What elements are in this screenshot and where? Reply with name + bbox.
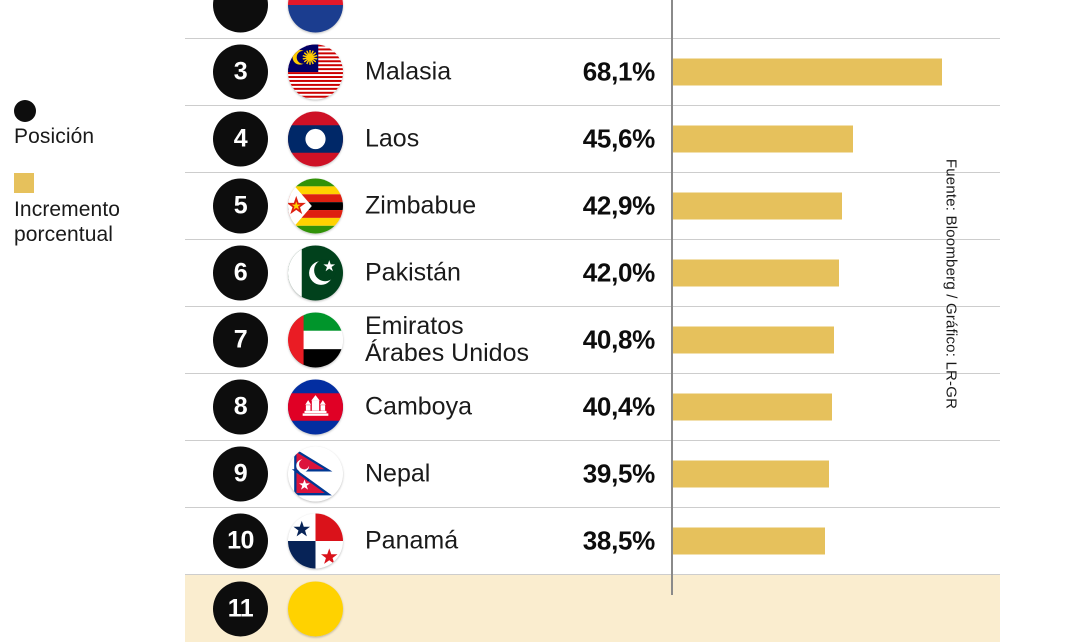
percentage-value: 45,6% [582,123,656,154]
bar-cell [672,374,1000,440]
position-badge: 4 [213,111,268,167]
bar-cell [672,240,1000,306]
flag-panama-icon [288,513,343,569]
table-row[interactable]: 11 [185,575,1000,642]
increment-bar [672,326,834,354]
legend-label-increment: Incremento porcentual [14,198,121,246]
position-badge: 7 [213,312,268,368]
flag-pakistan-icon [288,245,343,301]
legend-label-position: Posición [14,125,95,148]
percentage-value: 68,1% [582,56,656,87]
source-note: Fuente: Bloomberg / Gráfico: LR-GR [942,158,960,409]
bar-cell [672,0,1000,38]
increment-bar [672,125,854,153]
percentage-value: 39,5% [582,458,656,489]
legend-item-increment: Incremento porcentual [14,173,189,247]
flag-malaysia-icon [288,44,343,100]
bar-cell [672,441,1000,507]
legend-item-position: Posición [14,100,189,149]
increment-bar [672,527,825,555]
country-name: Zimbabue [365,191,477,220]
country-name: Pakistán [365,258,461,287]
bar-cell [672,106,1000,172]
position-badge: 11 [213,581,268,636]
table-row[interactable]: 8 Camboya 40,4% [185,374,1000,441]
flag-nepal-icon [288,446,343,502]
table-row[interactable]: 4 Laos 45,6% [185,106,1000,173]
table-row[interactable]: 6 Pakistán 42,0% [185,240,1000,307]
increment-bar [672,460,829,488]
flag-uae-icon [288,312,343,368]
flag-partial-bottom-icon [288,581,343,636]
position-badge: 10 [213,513,268,569]
position-badge [213,0,268,33]
table-row[interactable]: 7 Emiratos Árabes Unidos 40,8% [185,307,1000,374]
percentage-value: 40,8% [582,324,656,355]
country-name: Emiratos Árabes Unidos [365,312,529,367]
bar-cell [672,508,1000,574]
country-name: Laos [365,124,420,153]
position-badge: 9 [213,446,268,502]
bar-cell [672,173,1000,239]
position-badge: 8 [213,379,268,435]
increment-bar [672,393,833,421]
increment-bar [672,58,943,86]
position-badge: 5 [213,178,268,234]
position-badge: 6 [213,245,268,301]
country-name: Nepal [365,459,431,488]
bar-cell [672,39,1000,105]
percentage-value: 38,5% [582,525,656,556]
increment-bar [672,259,839,287]
yellow-square-icon [14,173,34,193]
table-row[interactable] [185,0,1000,39]
bar-cell [672,307,1000,373]
bar-cell [672,575,1000,642]
table-row[interactable]: 9 Nepal 39,5% [185,441,1000,508]
country-name: Camboya [365,392,472,421]
ranking-table: 3 Malasia 68,1% 4 Laos 45,6% 5 Zimbabue 42,9%… [185,0,1000,642]
flag-zimbabwe-icon [288,178,343,234]
flag-laos-icon [288,111,343,167]
legend: Posición Incremento porcentual [14,100,189,271]
flag-cambodia-icon [288,379,343,435]
country-name: Panamá [365,526,459,555]
chart-axis-line [671,0,673,595]
percentage-value: 40,4% [582,391,656,422]
increment-bar [672,192,843,220]
table-row[interactable]: 5 Zimbabue 42,9% [185,173,1000,240]
table-row[interactable]: 3 Malasia 68,1% [185,39,1000,106]
percentage-value: 42,9% [582,190,656,221]
table-row[interactable]: 10 Panamá 38,5% [185,508,1000,575]
black-circle-icon [14,100,36,122]
country-name: Malasia [365,57,452,86]
percentage-value: 42,0% [582,257,656,288]
position-badge: 3 [213,44,268,100]
flag-partial-top-icon [288,0,343,33]
